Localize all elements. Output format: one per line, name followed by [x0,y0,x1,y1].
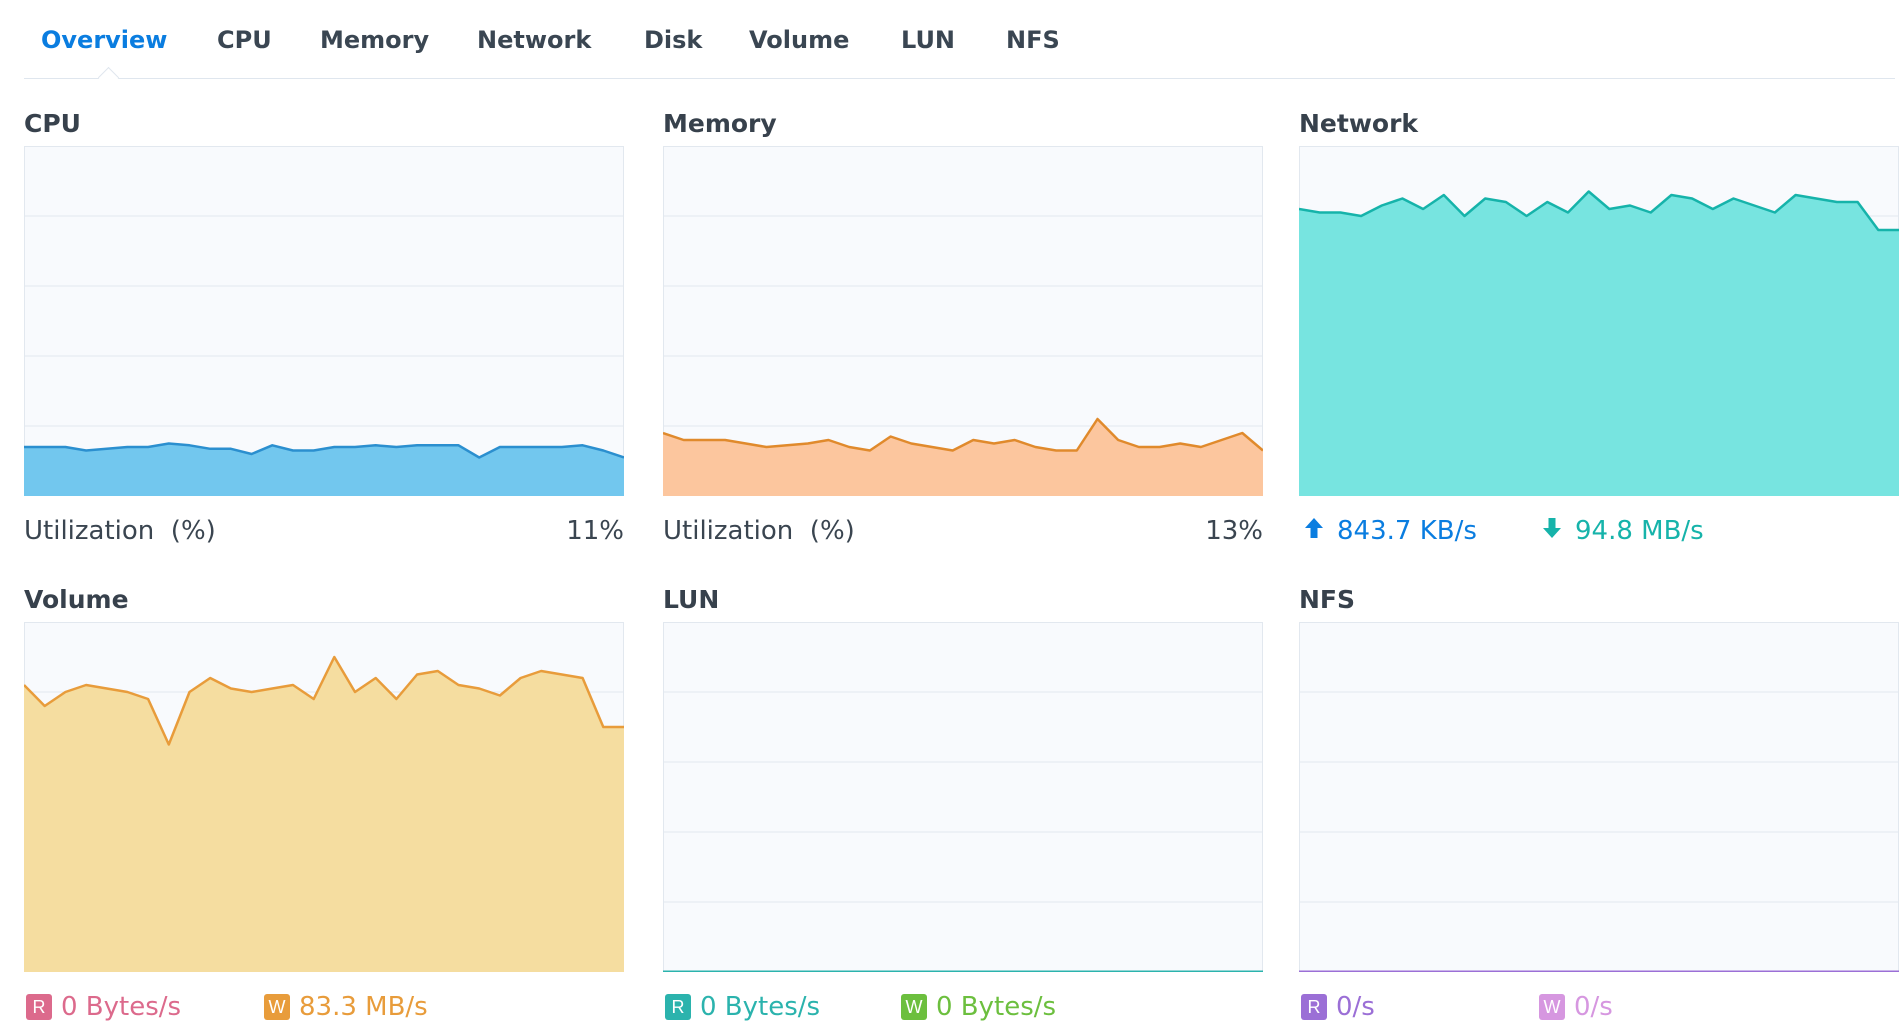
cpu-plot [24,146,624,496]
tab-network[interactable]: Network [477,26,592,54]
memory-title: Memory [663,109,777,138]
volume-series-0-line [24,655,624,746]
cpu-series-0-area [24,443,624,496]
memory-footer: Utilization (%) 13% [663,516,1263,550]
nfs-read-value: 0/s [1336,992,1375,1022]
memory-utilization-label: Utilization (%) [663,516,855,546]
nfs-footer: R 0/s W 0/s [1299,992,1899,1026]
lun-read-stat: R 0 Bytes/s [665,992,820,1022]
memory-series-0-line [663,417,1263,452]
cpu-utilization-label: Utilization (%) [24,516,216,546]
network-upload-value: 843.7 KB/s [1337,516,1477,546]
volume-write-stat: W 83.3 MB/s [264,992,428,1022]
lun-plot [663,622,1263,972]
download-arrow-icon [1539,516,1565,546]
network-upload-stat: 843.7 KB/s [1301,516,1477,546]
tab-disk[interactable]: Disk [644,26,703,54]
memory-series-0-area [663,419,1263,496]
cpu-chart [24,146,624,496]
volume-read-value: 0 Bytes/s [61,992,182,1022]
network-series-1-line [1299,190,1899,232]
cpu-title: CPU [24,109,81,138]
network-title: Network [1299,109,1419,138]
write-badge-icon: W [901,994,927,1020]
tab-lun[interactable]: LUN [901,26,956,54]
tab-bar: Overview CPU Memory Network Disk Volume … [24,0,1895,89]
lun-footer: R 0 Bytes/s W 0 Bytes/s [663,992,1263,1026]
active-tab-indicator [97,66,120,89]
nfs-read-stat: R 0/s [1301,992,1375,1022]
lun-write-stat: W 0 Bytes/s [901,992,1056,1022]
nfs-title: NFS [1299,585,1356,614]
network-chart [1299,146,1899,496]
lun-write-value: 0 Bytes/s [936,992,1057,1022]
memory-utilization-value: 13% [1205,516,1263,546]
read-badge-icon: R [1301,994,1327,1020]
plot-background [663,146,1263,496]
write-badge-icon: W [1539,994,1565,1020]
volume-chart [24,622,624,972]
nfs-write-value: 0/s [1574,992,1613,1022]
upload-arrow-icon [1301,516,1327,546]
tab-cpu[interactable]: CPU [217,26,272,54]
volume-footer: R 0 Bytes/s W 83.3 MB/s [24,992,624,1026]
write-badge-icon: W [264,994,290,1020]
lun-read-value: 0 Bytes/s [700,992,821,1022]
cpu-series-0-line [24,442,624,459]
nfs-plot [1299,622,1899,972]
plot-background [1299,622,1899,972]
read-badge-icon: R [665,994,691,1020]
tab-nfs[interactable]: NFS [1006,26,1060,54]
nfs-chart [1299,622,1899,972]
volume-title: Volume [24,585,129,614]
memory-chart [663,146,1263,496]
network-series-1-area [1299,191,1899,496]
plot-background [24,146,624,496]
tab-memory[interactable]: Memory [320,26,430,54]
network-footer: 843.7 KB/s 94.8 MB/s [1299,516,1899,550]
tab-overview[interactable]: Overview [41,26,168,54]
cpu-footer: Utilization (%) 11% [24,516,624,550]
lun-chart [663,622,1263,972]
volume-read-stat: R 0 Bytes/s [26,992,181,1022]
network-download-value: 94.8 MB/s [1575,516,1704,546]
read-badge-icon: R [26,994,52,1020]
plot-background [663,622,1263,972]
network-plot [1299,146,1899,496]
network-download-stat: 94.8 MB/s [1539,516,1704,546]
tab-volume[interactable]: Volume [749,26,850,54]
lun-title: LUN [663,585,720,614]
nfs-write-stat: W 0/s [1539,992,1613,1022]
memory-plot [663,146,1263,496]
volume-plot [24,622,624,972]
cpu-utilization-value: 11% [566,516,624,546]
volume-series-0-area [24,657,624,972]
volume-write-value: 83.3 MB/s [299,992,428,1022]
